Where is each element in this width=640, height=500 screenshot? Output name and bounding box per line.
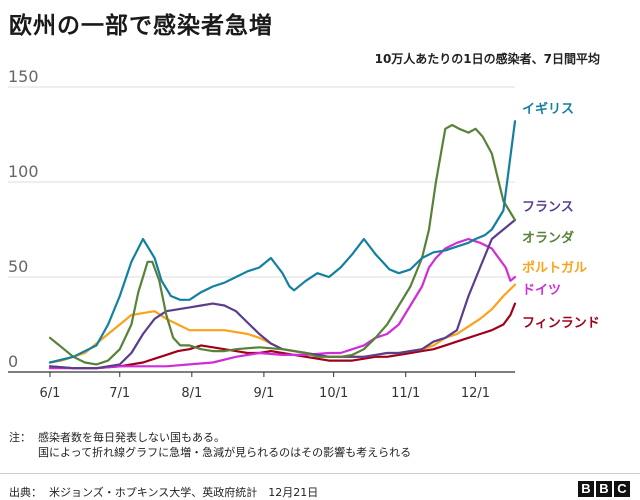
y-tick-label: 50 — [8, 257, 28, 276]
bbc-logo: B B C — [578, 481, 630, 497]
legend-label: イギリス — [522, 101, 574, 117]
legend-label: ドイツ — [522, 283, 561, 298]
legend-label: ポルトガル — [522, 260, 587, 276]
note-line-1: 感染者数を毎日発表しない国もある。 — [38, 431, 225, 444]
series-line — [48, 123, 517, 366]
x-tick-label: 6/1 — [40, 386, 61, 401]
y-tick-label: 0 — [8, 352, 18, 371]
x-tick-label: 8/1 — [181, 386, 202, 401]
x-tick-label: 12/1 — [461, 386, 490, 401]
footer-divider — [0, 473, 640, 474]
y-tick-label: 150 — [8, 67, 39, 86]
x-tick-label: 10/1 — [319, 386, 348, 401]
x-tick-label: 7/1 — [109, 386, 130, 401]
bbc-logo-letter: B — [596, 481, 612, 497]
x-tick-label: 11/1 — [391, 386, 420, 401]
legend-label: オランダ — [522, 230, 574, 246]
x-tick-label: 9/1 — [253, 386, 274, 401]
chart-subtitle: 10万人あたりの1日の感染者、7日間平均 — [374, 52, 600, 66]
series-line — [48, 302, 517, 370]
series-line — [48, 237, 517, 370]
bbc-logo-letter: B — [578, 481, 594, 497]
legend-label: フィンランド — [522, 316, 600, 331]
y-tick-label: 100 — [8, 162, 39, 181]
series-line — [48, 120, 517, 364]
bbc-logo-letter: C — [614, 481, 630, 497]
legend-label: フランス — [522, 200, 574, 215]
line-chart: 0 50 100 150 6/1 7/1 8/1 9/1 10/1 11/1 12/1 イギリスフ… — [8, 67, 600, 401]
page-title: 欧州の一部で感染者急増 — [9, 13, 273, 39]
source-text: 出典： 米ジョンズ・ホプキンス大学、英政府統計 12月21日 — [9, 486, 319, 499]
note-label: 注： — [9, 431, 31, 444]
note-line-2: 国によって折れ線グラフに急増・急減が見られるのはその影響も考えられる — [38, 446, 412, 459]
